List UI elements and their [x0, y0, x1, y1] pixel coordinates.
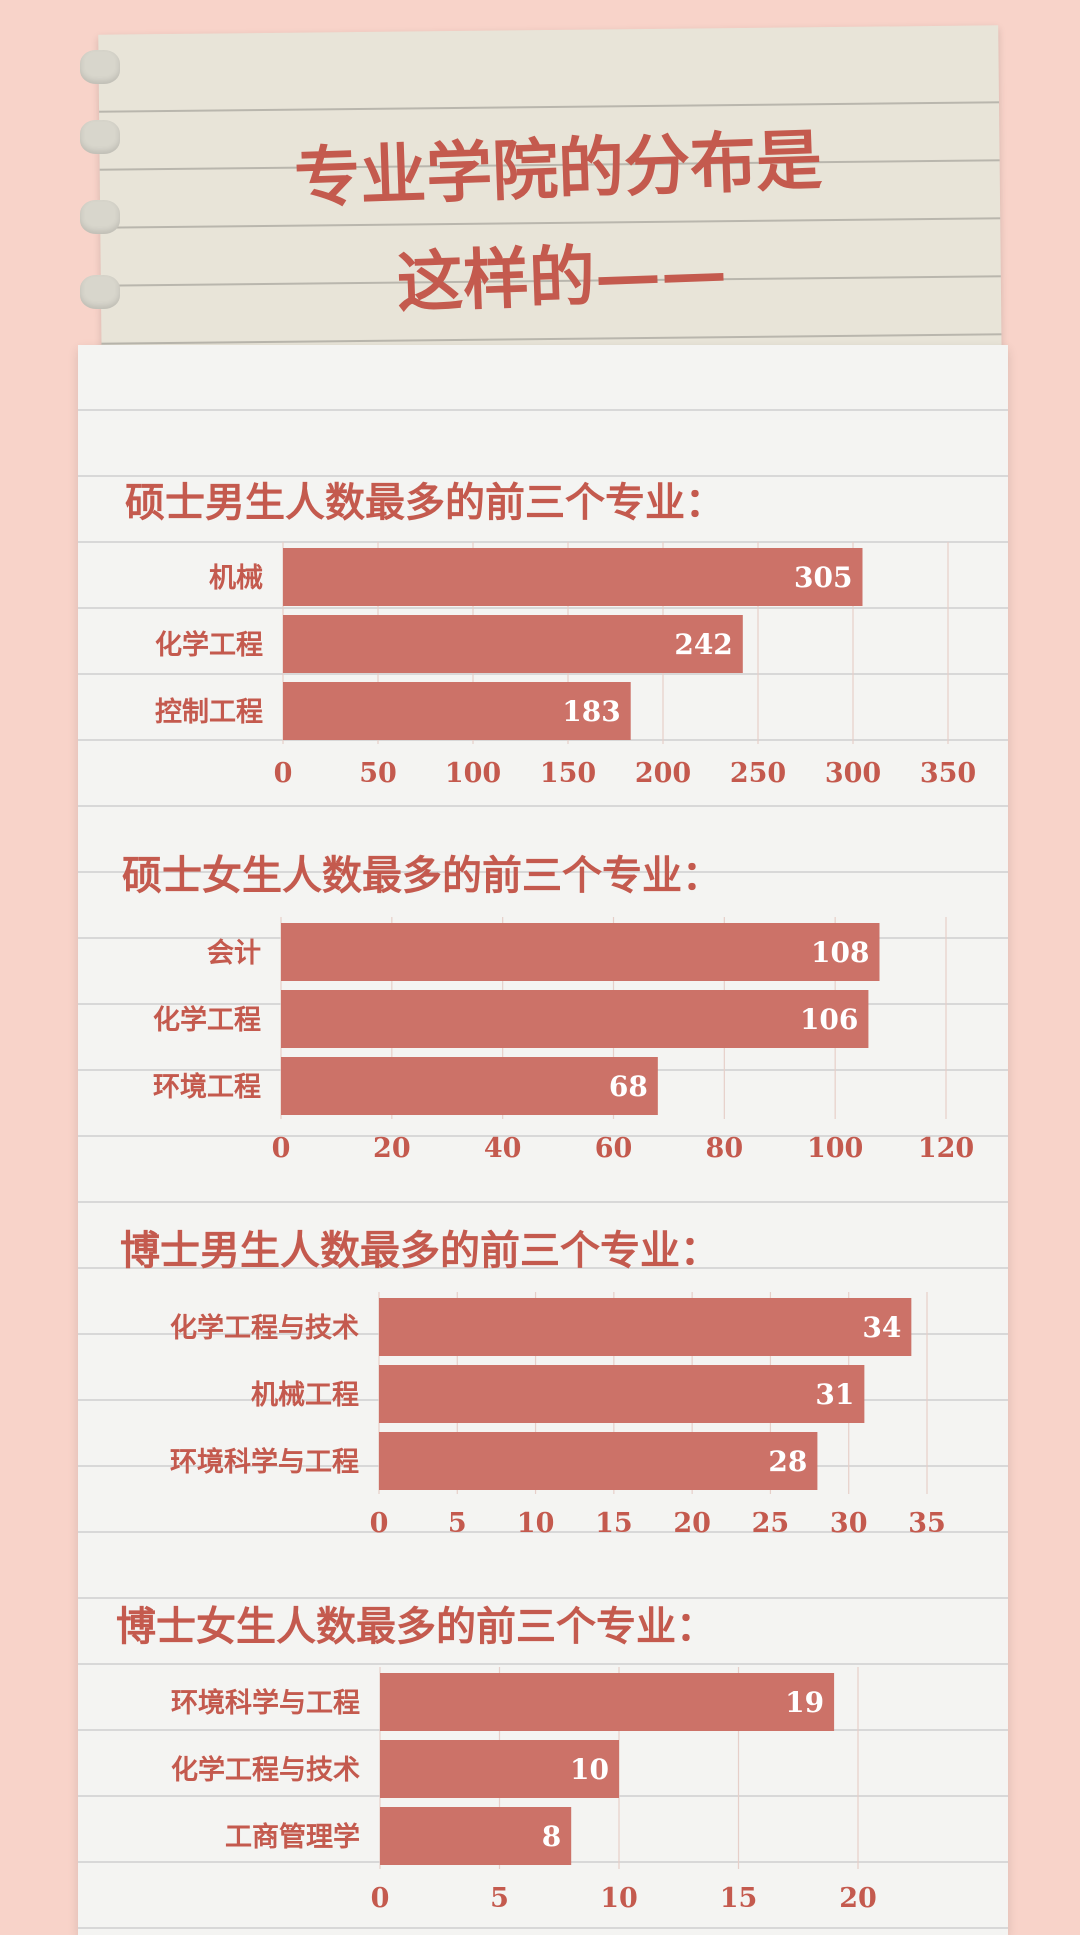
value-label: 10: [570, 1753, 609, 1786]
value-label: 183: [562, 695, 620, 728]
tick-label: 30: [830, 1508, 868, 1539]
bar: [379, 1432, 818, 1490]
chart-title-master-female: 硕士女生人数最多的前三个专业：: [122, 852, 722, 899]
tick-label: 5: [448, 1508, 467, 1539]
value-label: 28: [768, 1445, 807, 1478]
tick-label: 0: [272, 1133, 291, 1164]
tick-label: 15: [595, 1508, 633, 1539]
value-label: 19: [785, 1686, 824, 1719]
category-label: 环境工程: [153, 1072, 261, 1103]
tick-label: 35: [908, 1508, 946, 1539]
tick-label: 300: [825, 758, 881, 789]
category-label: 化学工程与技术: [170, 1312, 359, 1344]
tick-label: 5: [490, 1883, 509, 1914]
bar: [380, 1807, 572, 1865]
category-label: 化学工程: [155, 629, 263, 661]
chart-title-master-male: 硕士男生人数最多的前三个专业：: [125, 479, 725, 526]
tick-label: 15: [720, 1883, 758, 1914]
category-label: 控制工程: [155, 697, 263, 728]
bar: [283, 682, 631, 740]
chart-phd-male: 化学工程与技术 34 机械工程 31 环境科学与工程 28 0 5 10 15 20 25 30 35: [170, 1292, 946, 1539]
tick-label: 100: [445, 758, 501, 789]
category-label: 机械工程: [251, 1380, 359, 1411]
torn-edge: [80, 50, 120, 84]
tick-label: 20: [673, 1508, 711, 1539]
tick-label: 120: [918, 1133, 974, 1164]
category-label: 化学工程: [153, 1004, 261, 1036]
bar: [379, 1365, 865, 1423]
category-label: 环境科学与工程: [171, 1687, 360, 1719]
tick-label: 0: [274, 758, 293, 789]
value-label: 305: [794, 561, 852, 594]
chart-phd-female: 环境科学与工程 19 化学工程与技术 10 工商管理学 8 0 5 10 15 20: [171, 1667, 877, 1914]
tick-label: 150: [540, 758, 596, 789]
torn-edge: [80, 200, 120, 234]
category-label: 工商管理学: [225, 1821, 360, 1853]
value-label: 8: [542, 1820, 561, 1853]
tick-label: 25: [752, 1508, 790, 1539]
bar: [281, 990, 869, 1048]
value-label: 34: [862, 1311, 901, 1344]
value-label: 242: [674, 628, 732, 661]
chart-master-male: 机械 305 化学工程 242 控制工程 183 0 50 100 150 200 250 300 350: [155, 542, 976, 789]
tick-label: 250: [730, 758, 786, 789]
category-label: 机械: [209, 563, 263, 594]
value-label: 68: [609, 1070, 648, 1103]
tick-label: 20: [373, 1133, 411, 1164]
bar: [281, 1057, 658, 1115]
value-label: 31: [815, 1378, 854, 1411]
tick-label: 60: [595, 1133, 633, 1164]
value-label: 106: [800, 1003, 858, 1036]
tick-label: 20: [839, 1883, 877, 1914]
torn-edge: [80, 120, 120, 154]
page-title-line1: 专业学院的分布是: [292, 120, 824, 218]
chart-title-phd-female: 博士女生人数最多的前三个专业：: [116, 1603, 716, 1650]
value-label: 108: [811, 936, 869, 969]
bar: [379, 1298, 912, 1356]
category-label: 会计: [207, 938, 261, 969]
bar: [281, 923, 880, 981]
tick-label: 10: [600, 1883, 638, 1914]
tick-label: 10: [517, 1508, 555, 1539]
bar: [283, 615, 743, 673]
tick-label: 100: [807, 1133, 863, 1164]
chart-title-phd-male: 博士男生人数最多的前三个专业：: [120, 1227, 720, 1274]
page-title: 专业学院的分布是 这样的——: [236, 104, 883, 342]
category-label: 环境科学与工程: [170, 1446, 359, 1478]
tick-label: 200: [635, 758, 691, 789]
tick-label: 80: [706, 1133, 744, 1164]
tick-label: 40: [484, 1133, 522, 1164]
tick-label: 50: [359, 758, 397, 789]
tick-label: 0: [370, 1508, 389, 1539]
page-title-line2: 这样的——: [395, 232, 729, 322]
tick-label: 0: [371, 1883, 390, 1914]
category-label: 化学工程与技术: [171, 1754, 360, 1786]
bar: [380, 1740, 619, 1798]
torn-edge: [80, 275, 120, 309]
tick-label: 350: [920, 758, 976, 789]
chart-master-female: 会计 108 化学工程 106 环境工程 68 0 20 40 60 80 100 120: [153, 917, 974, 1164]
bar: [283, 548, 863, 606]
bar: [380, 1673, 835, 1731]
